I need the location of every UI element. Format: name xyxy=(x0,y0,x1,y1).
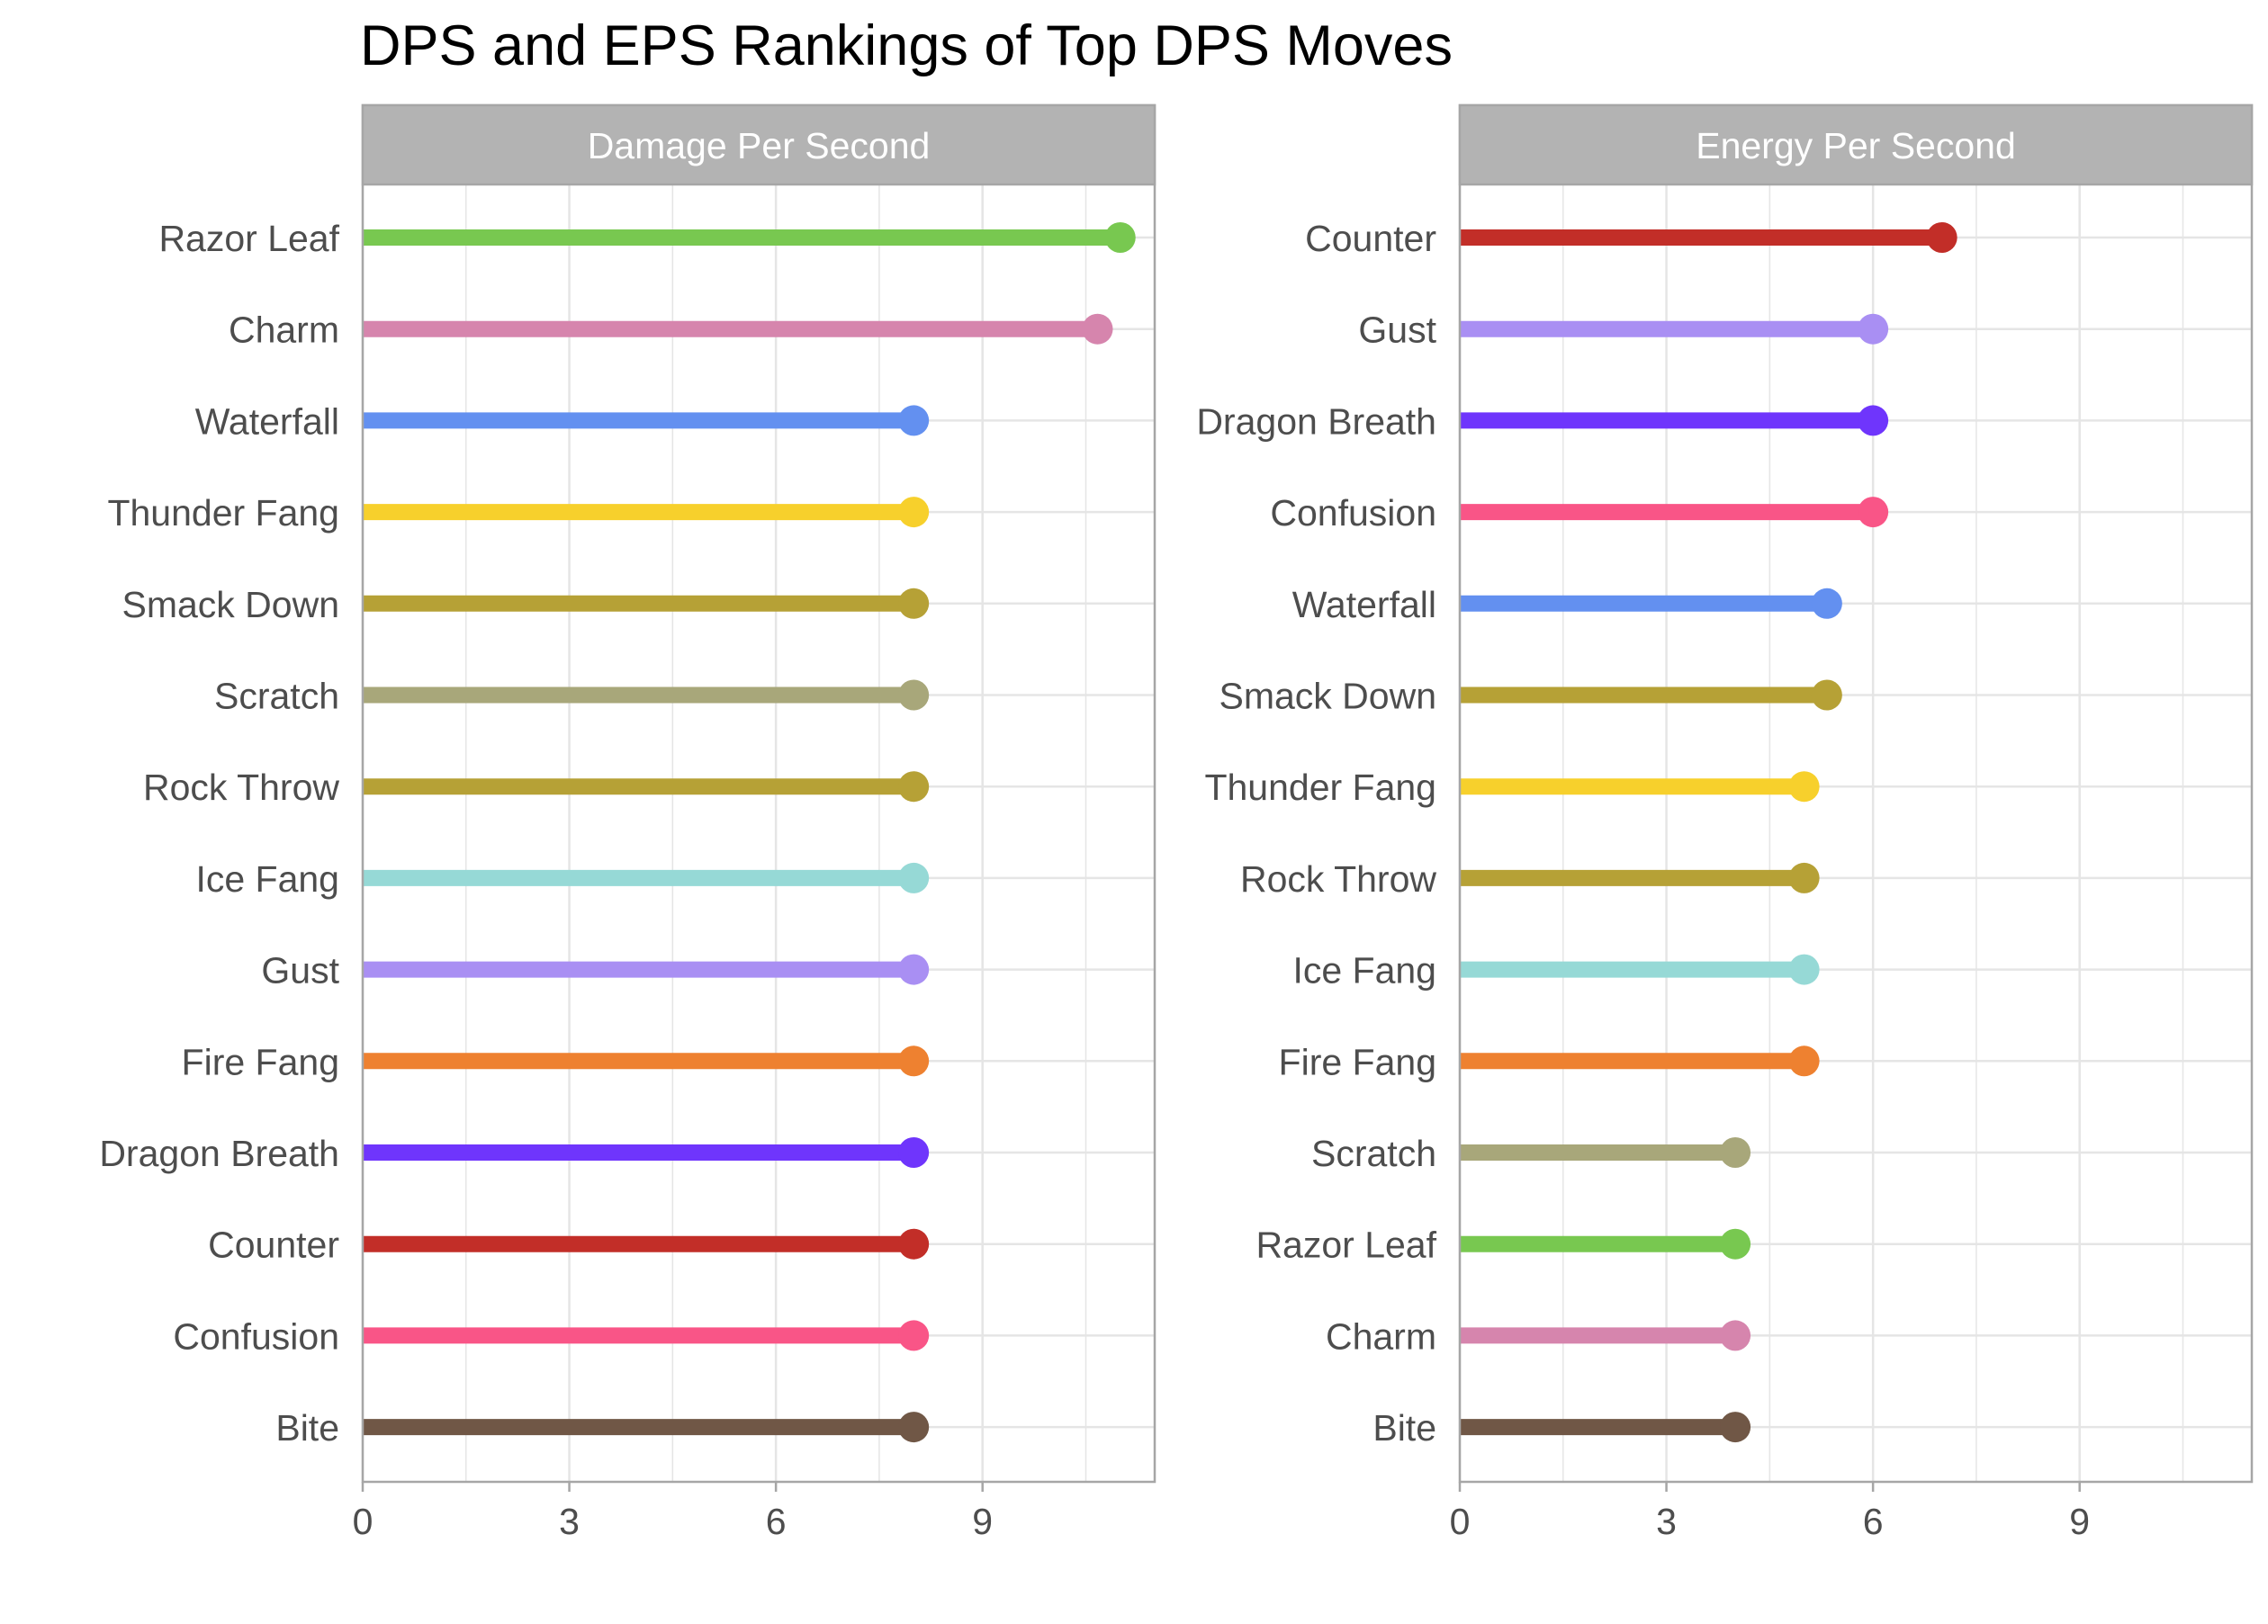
lollipop-dot-ice-fang xyxy=(898,862,930,893)
lollipop-dot-ice-fang xyxy=(1788,954,1820,985)
strip-background xyxy=(361,103,1156,186)
y-tick-label: Waterfall xyxy=(195,400,339,442)
y-tick-label: Dragon Breath xyxy=(1196,400,1436,442)
y-tick-label: Charm xyxy=(229,310,339,351)
lollipop-dot-charm xyxy=(1082,313,1113,345)
lollipop-dot-thunder-fang xyxy=(1788,771,1820,803)
lollipop-dot-counter xyxy=(898,1228,930,1260)
x-tick-label: 3 xyxy=(559,1501,580,1542)
lollipop-dot-smack-down xyxy=(898,588,930,619)
y-tick-label: Rock Throw xyxy=(143,767,339,808)
x-tick-label: 0 xyxy=(1450,1501,1471,1542)
y-tick-label: Rock Throw xyxy=(1240,858,1436,900)
lollipop-dot-rock-throw xyxy=(898,771,930,803)
y-tick-label: Bite xyxy=(275,1407,339,1449)
y-tick-label: Razor Leaf xyxy=(158,218,339,259)
y-tick-label: Confusion xyxy=(1270,492,1436,534)
lollipop-dot-fire-fang xyxy=(1788,1045,1820,1077)
chart-title: DPS and EPS Rankings of Top DPS Moves xyxy=(360,14,1453,77)
x-tick-label: 9 xyxy=(972,1501,993,1542)
strip-label: Damage Per Second xyxy=(588,125,931,166)
lollipop-dot-counter xyxy=(1926,222,1958,253)
y-tick-label: Smack Down xyxy=(122,584,339,625)
lollipop-dot-scratch xyxy=(1720,1137,1751,1168)
y-tick-label: Waterfall xyxy=(1292,584,1436,625)
y-tick-label: Fire Fang xyxy=(182,1041,339,1082)
lollipop-dot-waterfall xyxy=(1811,588,1842,619)
y-tick-label: Fire Fang xyxy=(1279,1041,1436,1082)
y-tick-label: Bite xyxy=(1372,1407,1436,1449)
lollipop-dot-scratch xyxy=(898,679,930,711)
y-tick-label: Gust xyxy=(261,950,339,991)
x-tick-label: 6 xyxy=(1863,1501,1884,1542)
lollipop-dot-gust xyxy=(898,954,930,985)
lollipop-dot-charm xyxy=(1720,1320,1751,1351)
y-tick-label: Dragon Breath xyxy=(99,1133,339,1174)
y-tick-label: Scratch xyxy=(1311,1133,1436,1174)
x-tick-label: 6 xyxy=(766,1501,787,1542)
strip-label: Energy Per Second xyxy=(1696,125,2016,166)
y-tick-label: Charm xyxy=(1326,1315,1436,1357)
x-tick-label: 0 xyxy=(353,1501,374,1542)
y-tick-label: Smack Down xyxy=(1219,676,1436,717)
lollipop-dot-razor-leaf xyxy=(1720,1228,1751,1260)
y-tick-label: Thunder Fang xyxy=(1204,767,1436,808)
y-tick-label: Counter xyxy=(208,1225,339,1266)
lollipop-dot-fire-fang xyxy=(898,1045,930,1077)
y-tick-label: Ice Fang xyxy=(195,858,339,900)
lollipop-dot-dragon-breath xyxy=(1858,405,1889,436)
lollipop-dot-razor-leaf xyxy=(1104,222,1136,253)
y-tick-label: Ice Fang xyxy=(1292,950,1436,991)
y-tick-label: Gust xyxy=(1358,310,1436,351)
panel-2: Counter Gust Dragon Breath Confusion Waterfa… xyxy=(1196,103,2254,1542)
strip-background xyxy=(1458,103,2254,186)
lollipop-dot-thunder-fang xyxy=(898,497,930,528)
x-tick-label: 3 xyxy=(1656,1501,1677,1542)
lollipop-dot-dragon-breath xyxy=(898,1137,930,1168)
y-tick-label: Confusion xyxy=(173,1315,339,1357)
x-tick-label: 9 xyxy=(2069,1501,2090,1542)
y-tick-label: Scratch xyxy=(214,676,339,717)
panels: Razor Leaf Charm Waterfall Thunder Fang Smac… xyxy=(99,103,2254,1542)
y-tick-label: Counter xyxy=(1305,218,1436,259)
lollipop-dot-bite xyxy=(898,1412,930,1443)
lollipop-dot-confusion xyxy=(898,1320,930,1351)
lollipop-dot-confusion xyxy=(1858,497,1889,528)
lollipop-dot-bite xyxy=(1720,1412,1751,1443)
y-tick-label: Thunder Fang xyxy=(107,492,339,534)
lollipop-dot-rock-throw xyxy=(1788,862,1820,893)
y-tick-label: Razor Leaf xyxy=(1256,1225,1436,1266)
panel-1: Razor Leaf Charm Waterfall Thunder Fang Smac… xyxy=(99,103,1156,1542)
lollipop-dot-smack-down xyxy=(1811,679,1842,711)
lollipop-dot-waterfall xyxy=(898,405,930,436)
lollipop-dot-gust xyxy=(1858,313,1889,345)
